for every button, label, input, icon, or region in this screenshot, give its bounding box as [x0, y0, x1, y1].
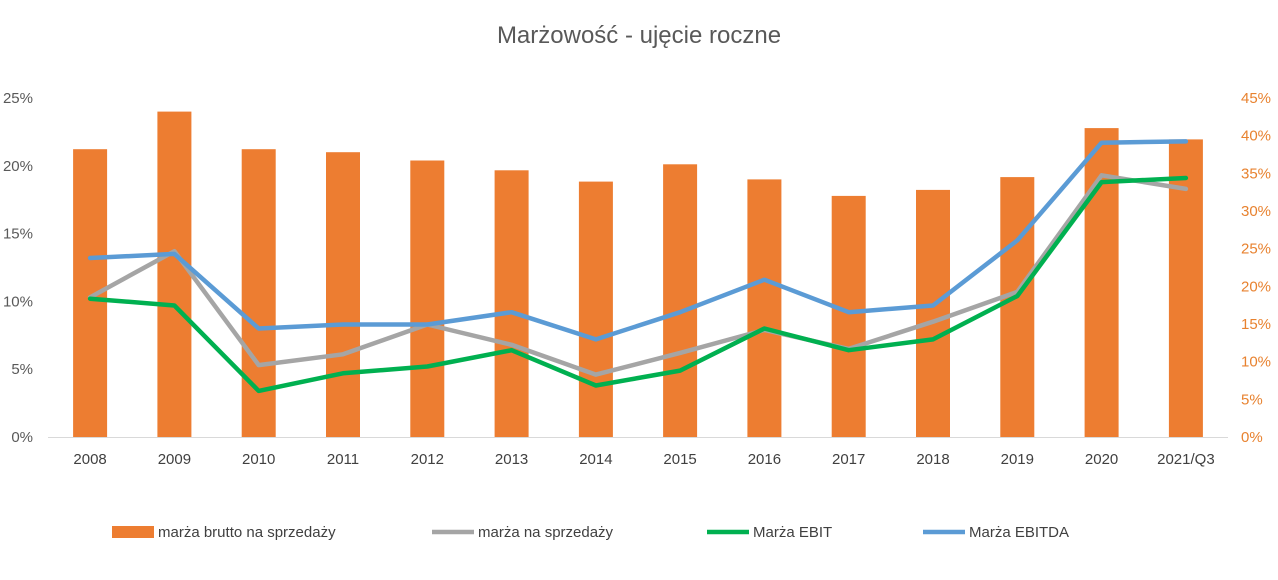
y-left-tick-label: 15% — [3, 226, 33, 243]
x-tick-label: 2017 — [832, 451, 865, 468]
x-tick-label: 2018 — [916, 451, 949, 468]
x-tick-label: 2014 — [579, 451, 612, 468]
y-right-tick-label: 45% — [1241, 90, 1271, 107]
y-left-tick-label: 0% — [11, 429, 33, 446]
y-right-tick-label: 10% — [1241, 354, 1271, 371]
bar-2012 — [410, 160, 445, 437]
legend-label: marża brutto na sprzedaży — [158, 524, 336, 541]
bar-2013 — [494, 170, 529, 438]
bars-layer — [73, 111, 1203, 438]
x-tick-label: 2010 — [242, 451, 275, 468]
legend-item: Marża EBITDA — [923, 524, 1069, 541]
bar-2010 — [241, 149, 276, 437]
y-right-tick-label: 35% — [1241, 165, 1271, 182]
x-tick-label: 2008 — [73, 451, 106, 468]
x-tick-label: 2011 — [327, 451, 359, 468]
legend-label: Marża EBITDA — [969, 524, 1069, 541]
y-left-tick-label: 5% — [11, 361, 33, 378]
bar-2018 — [916, 189, 950, 437]
bar-2009 — [157, 111, 192, 437]
series-line-mar-a-ebit — [87, 175, 1189, 394]
bar-2011 — [326, 152, 360, 437]
y-right-tick-label: 15% — [1241, 316, 1271, 333]
y-right-tick-label: 25% — [1241, 241, 1271, 258]
y-right-tick-label: 5% — [1241, 391, 1263, 408]
lines-layer — [87, 139, 1189, 394]
bar-2017 — [831, 195, 866, 437]
y-left-tick-label: 10% — [3, 293, 33, 310]
legend: marża brutto na sprzedaży marża na sprzed… — [112, 524, 1069, 541]
legend-item: marża brutto na sprzedaży — [112, 524, 336, 541]
y-right-tick-label: 20% — [1241, 278, 1271, 295]
y-right-tick-label: 40% — [1241, 128, 1271, 145]
series-line-mar-a-ebitda — [87, 139, 1189, 342]
y-right-tick-label: 0% — [1241, 429, 1263, 446]
bar-2015 — [663, 164, 698, 438]
x-tick-label: 2009 — [158, 451, 191, 468]
y-left-tick-label: 25% — [3, 90, 33, 107]
bar-2016 — [747, 179, 782, 437]
x-tick-label: 2016 — [748, 451, 781, 468]
legend-item: marża na sprzedaży — [432, 524, 614, 541]
bar-2021-Q3 — [1168, 139, 1203, 437]
x-tick-label: 2012 — [411, 451, 444, 468]
x-tick-label: 2013 — [495, 451, 528, 468]
y-right-tick-label: 30% — [1241, 203, 1271, 220]
legend-item: Marża EBIT — [707, 524, 832, 541]
x-tick-label: 2020 — [1085, 451, 1118, 468]
legend-label: Marża EBIT — [753, 524, 832, 541]
series-line-mar-a-na-sprzeda-y — [87, 173, 1189, 377]
bar-2014 — [578, 181, 613, 437]
y-left-tick-label: 20% — [3, 158, 33, 175]
x-tick-label: 2015 — [663, 451, 696, 468]
legend-swatch-bar — [112, 526, 154, 538]
x-tick-label: 2021/Q3 — [1157, 451, 1215, 468]
bar-2019 — [1000, 177, 1035, 437]
chart-title: Marżowość - ujęcie roczne — [497, 22, 781, 49]
legend-label: marża na sprzedaży — [478, 524, 614, 541]
x-tick-label: 2019 — [1001, 451, 1034, 468]
axes-layer: 0% 5% 10% 15% 20% 25% 0% 5% 10% 15% 20% 25% 30% 35% 40… — [3, 90, 1271, 468]
